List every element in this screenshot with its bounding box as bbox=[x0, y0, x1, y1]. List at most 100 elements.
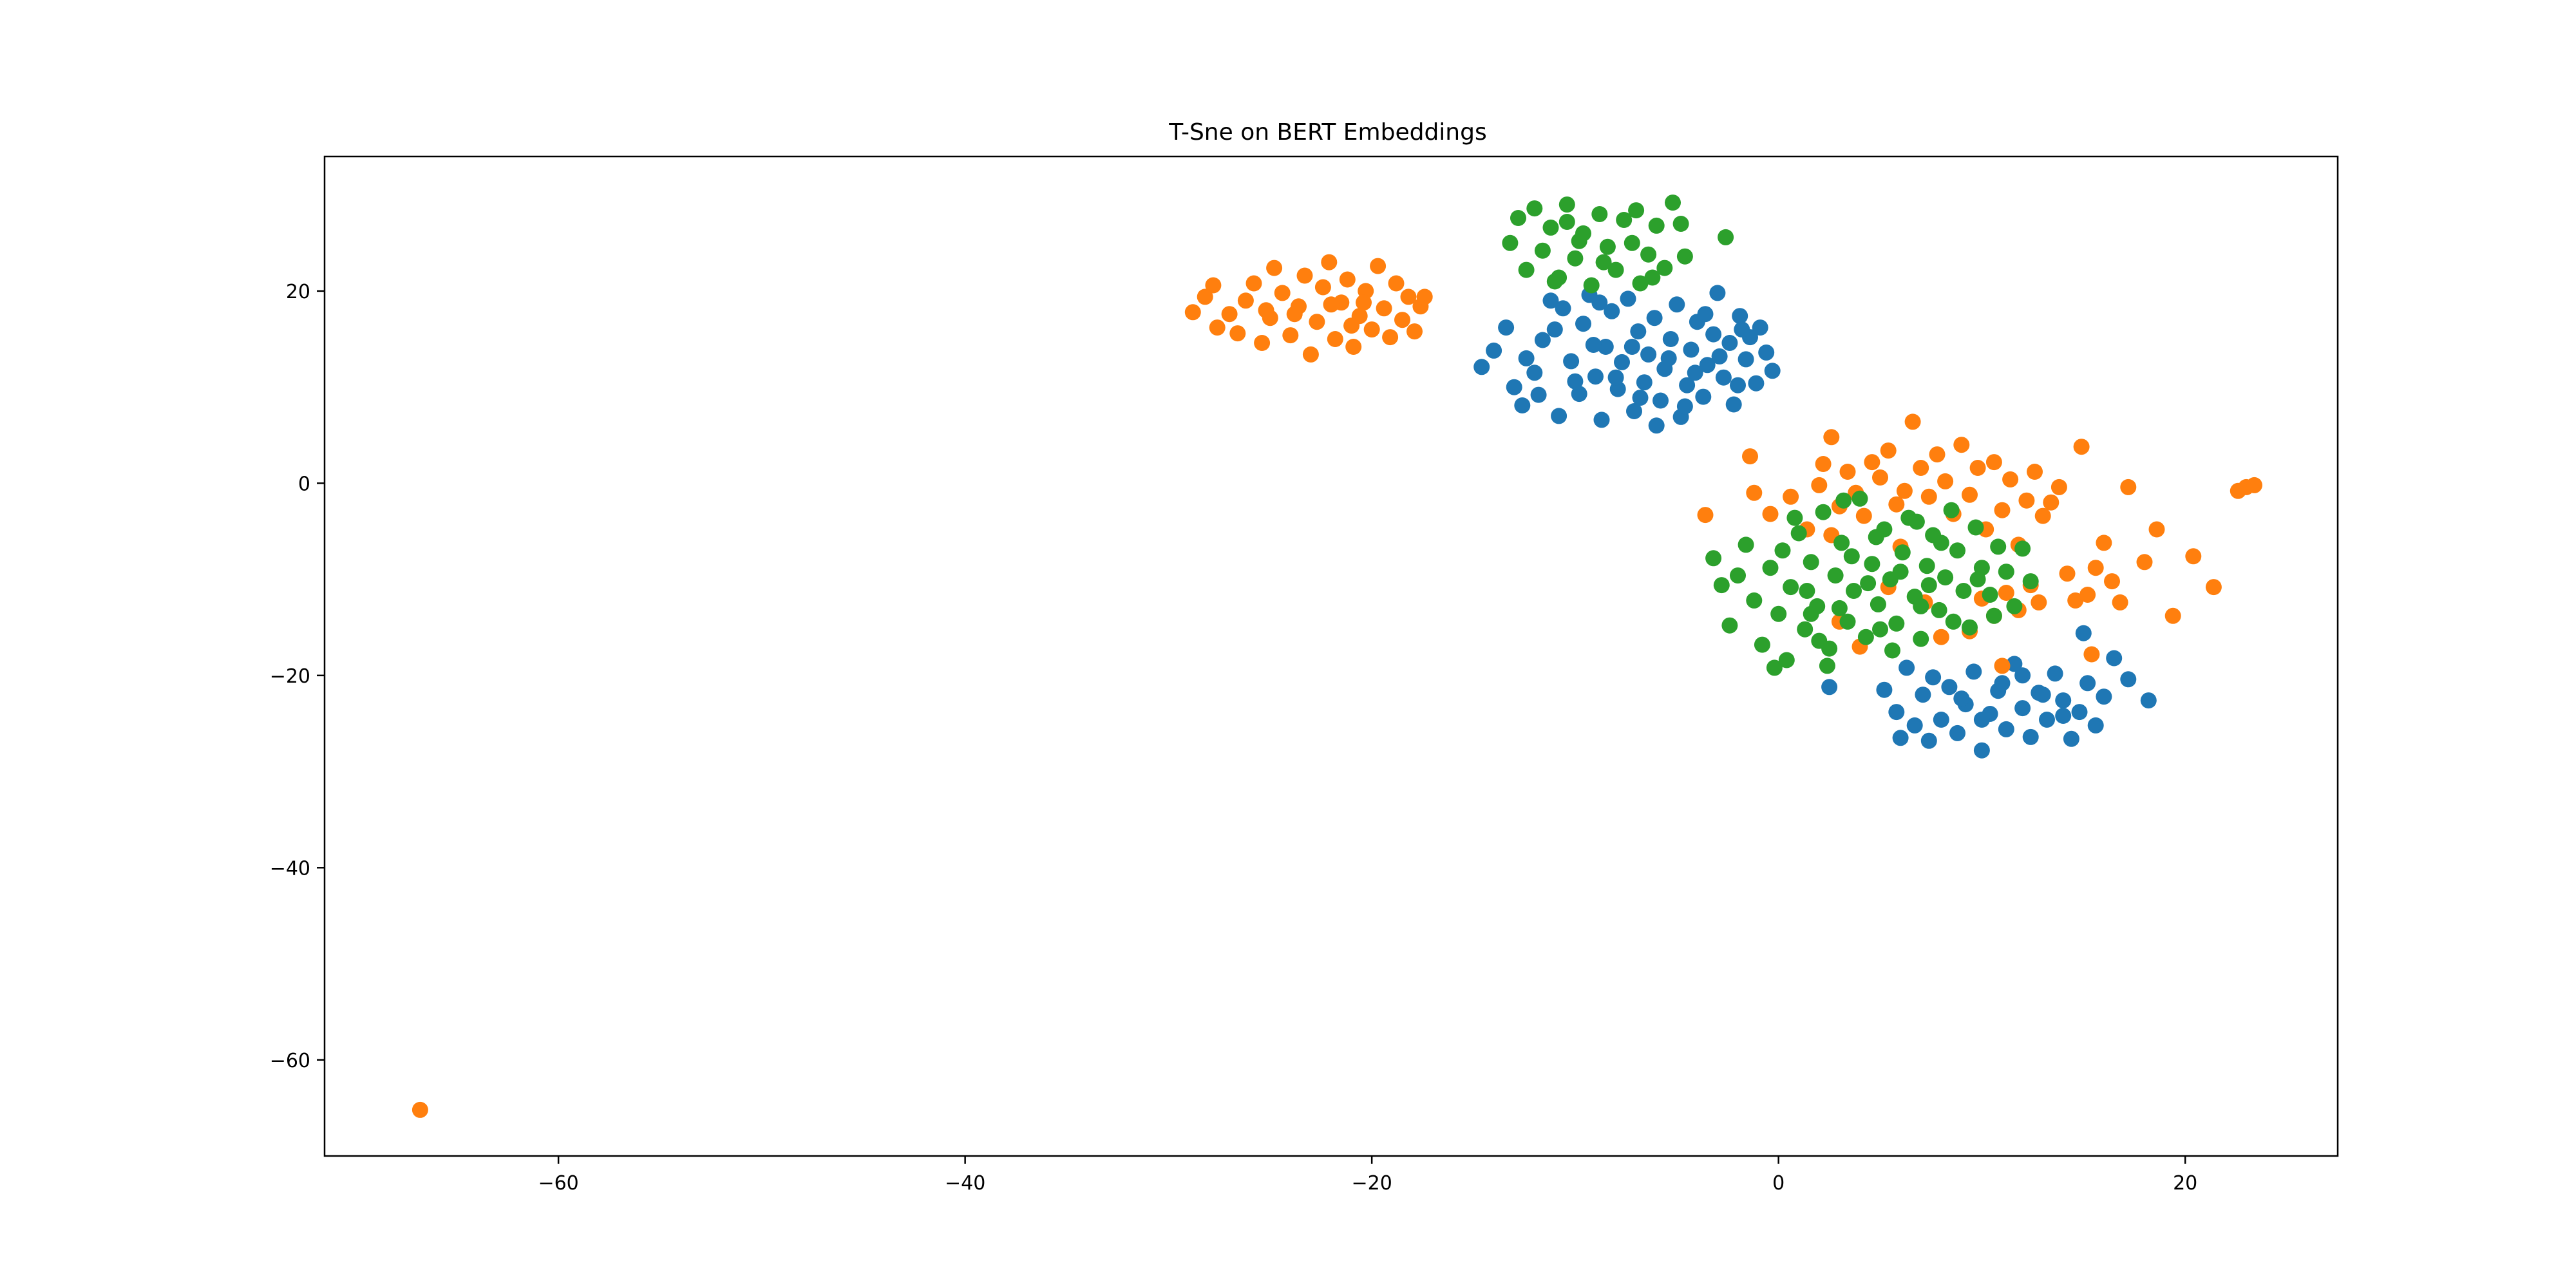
scatter-point-s2-2 bbox=[1518, 261, 1535, 278]
scatter-point-s1-90 bbox=[2185, 548, 2202, 565]
y-tick-label: −40 bbox=[270, 857, 310, 880]
scatter-point-s0-14 bbox=[1587, 368, 1604, 385]
scatter-point-s1-89 bbox=[2164, 607, 2181, 624]
scatter-point-s2-35 bbox=[1746, 592, 1763, 609]
scatter-point-s0-79 bbox=[1998, 721, 2014, 737]
scatter-point-s0-86 bbox=[2055, 692, 2072, 709]
scatter-point-s1-71 bbox=[2002, 471, 2019, 488]
scatter-point-s0-58 bbox=[1567, 373, 1584, 390]
scatter-point-s0-15 bbox=[1593, 412, 1610, 428]
scatter-point-s0-50 bbox=[1585, 337, 1602, 353]
scatter-point-s0-65 bbox=[1876, 681, 1893, 698]
scatter-point-s2-11 bbox=[1591, 206, 1608, 222]
scatter-point-s1-86 bbox=[2120, 478, 2137, 495]
scatter-point-s1-27 bbox=[1376, 300, 1392, 317]
scatter-point-s1-28 bbox=[1382, 329, 1399, 346]
scatter-point-s2-91 bbox=[1766, 659, 1783, 676]
scatter-point-s2-7 bbox=[1558, 196, 1575, 213]
scatter-point-s1-3 bbox=[1209, 319, 1226, 336]
x-tick-label: 0 bbox=[1772, 1172, 1785, 1195]
scatter-point-s2-28 bbox=[1644, 269, 1661, 286]
scatter-point-s0-84 bbox=[2039, 712, 2055, 728]
scatter-point-s2-25 bbox=[1571, 232, 1587, 249]
scatter-point-s2-0 bbox=[1502, 234, 1519, 251]
scatter-point-s2-65 bbox=[1937, 569, 1954, 586]
scatter-point-s2-99 bbox=[1985, 607, 2002, 624]
scatter-point-s2-54 bbox=[1870, 596, 1886, 612]
scatter-point-s0-5 bbox=[1526, 365, 1543, 381]
scatter-point-s0-31 bbox=[1679, 377, 1696, 393]
scatter-point-s2-41 bbox=[1790, 525, 1807, 542]
scatter-point-s2-16 bbox=[1632, 275, 1649, 292]
scatter-point-s0-94 bbox=[2140, 692, 2157, 709]
scatter-point-s1-45 bbox=[1783, 488, 1799, 505]
scatter-point-s0-56 bbox=[1734, 321, 1750, 338]
scatter-point-s1-11 bbox=[1274, 285, 1291, 301]
scatter-point-s0-68 bbox=[1906, 717, 1923, 734]
scatter-point-s1-48 bbox=[1815, 456, 1832, 472]
scatter-point-s2-24 bbox=[1546, 273, 1563, 290]
scatter-point-s2-90 bbox=[1786, 509, 1803, 526]
scatter-point-s0-87 bbox=[2063, 730, 2079, 747]
scatter-point-s1-29 bbox=[1388, 275, 1405, 292]
scatter-point-s0-25 bbox=[1646, 310, 1663, 327]
scatter-point-s0-44 bbox=[1748, 375, 1765, 392]
scatter-point-s1-2 bbox=[1205, 277, 1222, 294]
scatter-point-s1-5 bbox=[1229, 325, 1246, 342]
scatter-point-s0-24 bbox=[1640, 346, 1657, 363]
y-tick-label: −60 bbox=[270, 1050, 310, 1072]
scatter-point-s1-94 bbox=[2246, 477, 2262, 493]
scatter-point-s2-31 bbox=[1713, 577, 1730, 594]
scatter-point-s2-92 bbox=[1835, 492, 1852, 509]
scatter-point-s0-100 bbox=[2055, 708, 2072, 724]
scatter-point-s0-37 bbox=[1709, 285, 1726, 301]
scatter-point-s2-61 bbox=[1913, 630, 1929, 647]
chart-title: T-Sne on BERT Embeddings bbox=[1168, 119, 1486, 146]
scatter-point-s1-35 bbox=[1286, 306, 1303, 323]
scatter-point-s1-21 bbox=[1339, 271, 1356, 288]
scatter-point-s1-88 bbox=[2148, 521, 2165, 538]
scatter-point-s0-40 bbox=[1725, 396, 1742, 413]
scatter-point-s1-51 bbox=[1839, 464, 1856, 480]
scatter-point-s0-62 bbox=[1530, 386, 1547, 403]
scatter-point-s0-8 bbox=[1551, 408, 1567, 424]
scatter-point-s2-34 bbox=[1738, 536, 1754, 553]
scatter-point-s1-100 bbox=[2031, 594, 2047, 611]
scatter-point-s1-80 bbox=[2073, 439, 2090, 455]
scatter-point-s0-0 bbox=[1473, 359, 1490, 375]
scatter-point-s0-98 bbox=[1994, 675, 2011, 692]
x-tick-label: 20 bbox=[2173, 1172, 2197, 1195]
scatter-point-s1-49 bbox=[1823, 429, 1840, 446]
scatter-point-s2-79 bbox=[1799, 583, 1815, 599]
scatter-point-s2-75 bbox=[2006, 598, 2023, 614]
scatter-point-s1-91 bbox=[2205, 579, 2222, 596]
scatter-point-s0-95 bbox=[1821, 679, 1838, 696]
scatter-point-s0-90 bbox=[2087, 717, 2104, 734]
scatter-point-s1-36 bbox=[1323, 296, 1340, 313]
plot-frame bbox=[323, 155, 2339, 1157]
scatter-point-s1-67 bbox=[1969, 460, 1986, 476]
scatter-point-s2-83 bbox=[1860, 575, 1877, 592]
scatter-point-s2-33 bbox=[1730, 567, 1746, 584]
scatter-point-s0-96 bbox=[1892, 730, 1909, 746]
scatter-point-s0-9 bbox=[1555, 300, 1571, 317]
scatter-point-s1-83 bbox=[2096, 535, 2112, 551]
scatter-point-s1-10 bbox=[1266, 260, 1283, 276]
scatter-point-s0-82 bbox=[2022, 728, 2039, 745]
scatter-point-s0-11 bbox=[1571, 386, 1587, 402]
scatter-point-s2-62 bbox=[1918, 558, 1935, 574]
x-tick-label: −40 bbox=[945, 1172, 985, 1195]
scatter-point-s1-54 bbox=[1864, 454, 1880, 471]
scatter-point-s2-57 bbox=[1888, 615, 1905, 632]
scatter-point-s2-19 bbox=[1656, 260, 1673, 276]
scatter-point-s0-101 bbox=[2075, 625, 2092, 641]
scatter-point-s1-26 bbox=[1370, 258, 1387, 274]
scatter-point-s0-35 bbox=[1699, 357, 1716, 374]
scatter-point-s2-80 bbox=[1811, 632, 1828, 649]
scatter-point-s0-7 bbox=[1542, 292, 1559, 309]
scatter-point-s2-8 bbox=[1567, 250, 1584, 267]
scatter-point-s2-94 bbox=[1945, 613, 1962, 630]
scatter-point-s2-95 bbox=[1969, 571, 1986, 588]
scatter-point-s0-36 bbox=[1705, 326, 1722, 343]
